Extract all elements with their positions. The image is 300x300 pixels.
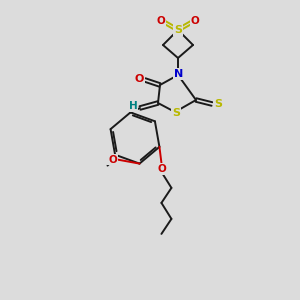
Text: O: O bbox=[190, 16, 200, 26]
Text: H: H bbox=[129, 101, 137, 111]
Text: S: S bbox=[214, 99, 222, 109]
Text: O: O bbox=[157, 164, 166, 174]
Text: N: N bbox=[174, 69, 184, 79]
Text: O: O bbox=[134, 74, 144, 84]
Text: O: O bbox=[157, 16, 165, 26]
Text: S: S bbox=[172, 108, 180, 118]
Text: O: O bbox=[108, 154, 117, 165]
Text: S: S bbox=[174, 25, 182, 35]
